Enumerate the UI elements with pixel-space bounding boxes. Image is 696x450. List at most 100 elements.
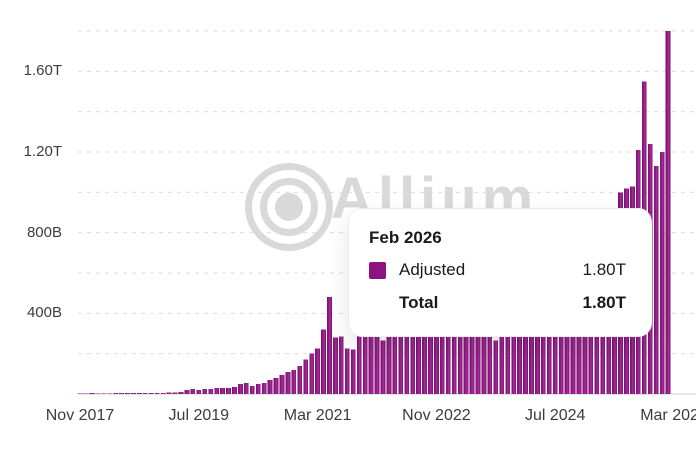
bar-2020-07[interactable] — [267, 379, 273, 394]
bar-2021-04[interactable] — [321, 329, 326, 394]
bar-2026-02[interactable] — [665, 31, 671, 394]
bar-2021-03[interactable] — [315, 348, 320, 395]
bar-2024-02[interactable] — [523, 297, 528, 394]
bar-2022-12[interactable] — [439, 313, 445, 394]
x-tick-label: Jul 2019 — [168, 407, 230, 424]
bar-2026-01[interactable] — [659, 152, 665, 394]
bar-2023-06[interactable] — [475, 327, 481, 394]
bar-2019-07[interactable] — [196, 389, 202, 394]
bar-2019-01[interactable] — [160, 392, 166, 394]
bar-2018-11[interactable] — [148, 392, 154, 394]
tooltip-series-label: Adjusted — [399, 260, 466, 279]
bar-2024-09[interactable] — [564, 287, 570, 394]
bar-2024-07[interactable] — [552, 281, 558, 394]
bar-2021-08[interactable] — [344, 348, 350, 395]
bar-2021-12[interactable] — [368, 325, 374, 394]
bar-2020-02[interactable] — [238, 383, 243, 394]
bar-2018-06[interactable] — [119, 393, 124, 394]
bar-2023-05[interactable] — [469, 323, 475, 394]
bar-2020-03[interactable] — [243, 382, 249, 394]
chart-tooltip: Feb 2026 Adjusted 1.80T Total 1.80T — [348, 208, 652, 337]
bar-2019-02[interactable] — [166, 392, 172, 394]
bar-2020-04[interactable] — [249, 385, 255, 394]
bar-2020-06[interactable] — [261, 382, 267, 394]
bar-2023-12[interactable] — [511, 313, 516, 394]
bar-2019-05[interactable] — [184, 389, 190, 394]
tooltip-series-value: 1.80T — [582, 260, 626, 279]
tooltip-title: Feb 2026 — [369, 228, 442, 247]
bar-2019-12[interactable] — [226, 387, 231, 394]
bar-2018-05[interactable] — [113, 393, 119, 394]
bar-2021-01[interactable] — [303, 359, 309, 394]
bar-2022-03[interactable] — [386, 321, 392, 394]
x-tick-label: Mar 2026 — [640, 407, 696, 424]
bar-2021-11[interactable] — [362, 327, 368, 394]
watermark-logo-outer-ring — [245, 163, 333, 251]
bar-2019-04[interactable] — [178, 391, 184, 394]
bar-2023-10[interactable] — [499, 329, 505, 394]
bar-2022-04[interactable] — [392, 313, 398, 394]
bar-2019-10[interactable] — [214, 387, 219, 394]
tooltip-total-label: Total — [399, 293, 439, 312]
bar-2018-12[interactable] — [154, 392, 160, 394]
bar-2019-06[interactable] — [190, 388, 196, 394]
bar-2020-05[interactable] — [255, 383, 261, 394]
bar-2025-12[interactable] — [653, 166, 659, 394]
bar-2018-08[interactable] — [131, 392, 136, 394]
bar-2022-05[interactable] — [398, 289, 404, 394]
bar-2020-01[interactable] — [232, 386, 237, 394]
bar-2023-08[interactable] — [487, 333, 493, 395]
adjusted-series-swatch — [369, 261, 386, 279]
bar-2019-09[interactable] — [208, 388, 214, 394]
bar-2021-06[interactable] — [333, 337, 338, 394]
bar-2021-07[interactable] — [338, 336, 344, 394]
bar-2021-05[interactable] — [327, 297, 332, 394]
bar-2019-11[interactable] — [220, 387, 225, 394]
bar-2020-08[interactable] — [273, 377, 279, 394]
bar-2018-02[interactable] — [95, 393, 101, 394]
bar-2024-01[interactable] — [517, 309, 522, 394]
bar-2021-02[interactable] — [309, 353, 315, 394]
bar-2022-11[interactable] — [434, 289, 439, 394]
bar-2020-11[interactable] — [291, 369, 297, 394]
x-tick-label: Jul 2024 — [524, 407, 586, 424]
bar-2022-10[interactable] — [428, 305, 433, 394]
bar-2022-01[interactable] — [374, 327, 380, 394]
bar-2024-08[interactable] — [558, 285, 564, 394]
bar-2018-10[interactable] — [142, 392, 148, 394]
bar-2023-02[interactable] — [451, 309, 457, 394]
tooltip-total-row: Total 1.80T — [369, 293, 626, 313]
bar-2018-04[interactable] — [107, 393, 113, 394]
bar-2020-09[interactable] — [279, 374, 285, 394]
y-tick-label: 1.20T — [23, 143, 62, 160]
bar-2019-03[interactable] — [172, 392, 178, 394]
bar-2018-07[interactable] — [125, 393, 130, 394]
bar-2022-02[interactable] — [380, 340, 386, 394]
bar-2023-07[interactable] — [481, 329, 487, 394]
bar-2022-09[interactable] — [422, 307, 427, 394]
bar-2017-12[interactable] — [83, 393, 89, 394]
bar-2022-08[interactable] — [416, 313, 421, 394]
bar-2018-01[interactable] — [89, 393, 95, 394]
bar-2018-09[interactable] — [137, 392, 142, 394]
bar-2022-06[interactable] — [404, 297, 410, 394]
bar-2020-12[interactable] — [297, 365, 303, 394]
bar-2020-10[interactable] — [285, 371, 291, 394]
tooltip-series-row: Adjusted 1.80T — [369, 260, 626, 280]
bar-2023-11[interactable] — [505, 321, 511, 394]
x-tick-label: Nov 2017 — [45, 407, 115, 424]
bar-2021-10[interactable] — [356, 335, 362, 394]
bar-2019-08[interactable] — [202, 388, 208, 394]
bar-2021-09[interactable] — [350, 349, 356, 394]
bar-2024-06[interactable] — [546, 283, 552, 394]
bar-2023-04[interactable] — [463, 317, 469, 394]
x-tick-label: Mar 2021 — [283, 407, 352, 424]
y-tick-label: 800B — [26, 223, 62, 241]
bar-2022-07[interactable] — [410, 309, 416, 394]
bar-2023-01[interactable] — [445, 315, 451, 394]
bar-2024-05[interactable] — [540, 281, 546, 394]
bar-2018-03[interactable] — [101, 393, 107, 394]
bar-2023-03[interactable] — [457, 293, 463, 394]
bar-2023-09[interactable] — [493, 340, 499, 394]
